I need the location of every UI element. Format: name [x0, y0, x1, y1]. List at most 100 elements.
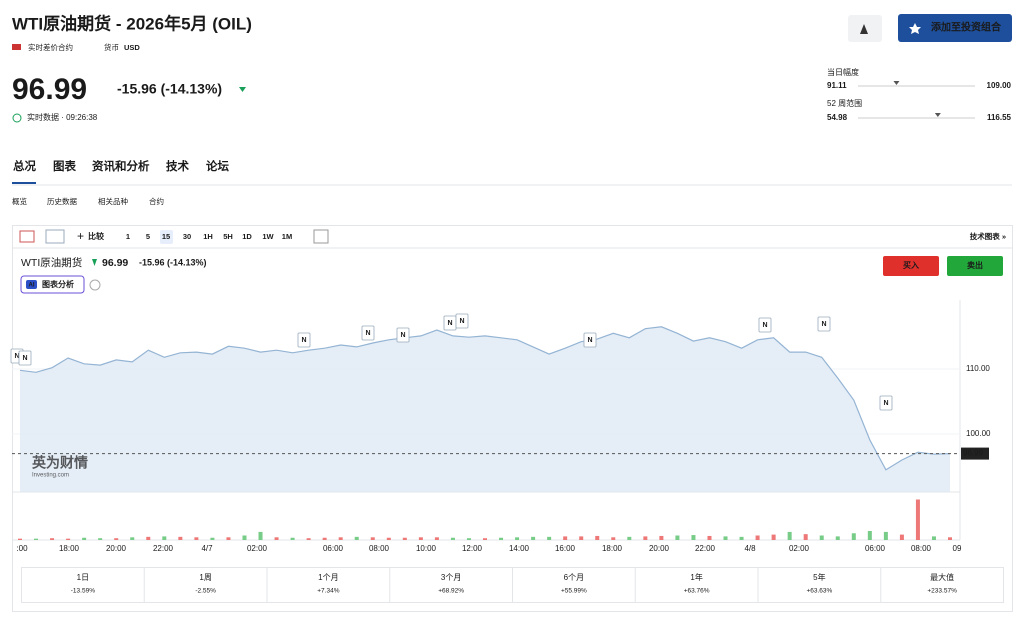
interval-button[interactable]: 1H: [203, 232, 213, 241]
x-tick-label: 09: [953, 544, 962, 553]
y-tick-label: 110.00: [966, 364, 990, 373]
x-tick-label: 22:00: [695, 544, 716, 553]
candle-icon[interactable]: [19, 230, 35, 243]
volume-bar: [675, 535, 680, 540]
performance-change: +63.76%: [684, 588, 710, 595]
news-marker[interactable]: [396, 327, 410, 343]
flag-icon: [12, 44, 21, 50]
tab[interactable]: 图表: [53, 159, 76, 173]
x-tick-label: 18:00: [602, 544, 623, 553]
contract-type: 实时差价合约: [28, 42, 73, 52]
news-marker[interactable]: [18, 350, 32, 366]
performance-change: +63.63%: [806, 588, 832, 595]
interval-button[interactable]: 1M: [282, 232, 292, 241]
volume-bar: [563, 536, 568, 540]
price-line: [19, 326, 951, 471]
volume-bar: [659, 535, 664, 540]
chart-title: WTI原油期货: [21, 256, 82, 269]
ai-button[interactable]: [20, 275, 85, 294]
performance-change: +7.34%: [317, 588, 339, 595]
x-tick-label: 12:00: [462, 544, 483, 553]
subtab[interactable]: 合约: [149, 196, 164, 206]
volume-bar: [418, 537, 423, 540]
news-marker[interactable]: [361, 325, 375, 341]
interval-button[interactable]: 1D: [242, 232, 252, 241]
volume-bar: [146, 536, 151, 540]
ai-badge-text: AI: [29, 283, 35, 289]
news-marker[interactable]: [297, 332, 311, 348]
interval-button[interactable]: 1: [126, 232, 130, 241]
last-price-label: 96.99: [963, 449, 984, 458]
currency-label: 货币: [104, 42, 119, 52]
interval-button[interactable]: 5: [146, 232, 150, 241]
bell-icon: [860, 24, 868, 34]
volume-bar: [915, 499, 920, 540]
news-marker-label: N: [400, 332, 405, 339]
volume-bar: [354, 536, 359, 540]
watermark: 英为财情: [31, 455, 88, 471]
chart-change: -15.96 (-14.13%): [139, 257, 207, 267]
news-marker[interactable]: [879, 395, 893, 411]
volume-bar: [402, 537, 407, 540]
tab[interactable]: 资讯和分析: [92, 159, 150, 173]
volume-bar: [162, 536, 167, 540]
x-tick-label: 18:00: [59, 544, 80, 553]
interval-button[interactable]: 15: [162, 232, 170, 241]
volume-bar: [66, 538, 71, 540]
clock-icon: [12, 113, 22, 123]
performance-period: 5年: [813, 572, 825, 582]
subtab[interactable]: 相关品种: [98, 196, 128, 206]
volume-bar: [803, 534, 808, 540]
range-marker: [934, 113, 941, 117]
volume-bar: [739, 536, 744, 540]
subtab[interactable]: 历史数据: [47, 196, 77, 206]
news-marker-label: N: [587, 337, 592, 344]
interval-button[interactable]: 1W: [262, 232, 274, 241]
currency: USD: [124, 43, 140, 52]
volume-bar: [210, 537, 215, 540]
performance-change: -13.59%: [71, 588, 95, 595]
interval-button[interactable]: 30: [183, 232, 191, 241]
price: 96.99: [12, 73, 87, 106]
news-marker[interactable]: [817, 316, 831, 332]
news-marker[interactable]: [455, 313, 469, 329]
compare-button[interactable]: 比较: [88, 231, 104, 241]
tab[interactable]: 总况: [13, 159, 36, 173]
buy-label: 买入: [903, 261, 919, 270]
down-arrow: [92, 259, 97, 266]
volume-bar: [226, 537, 231, 540]
subtab[interactable]: 概览: [12, 196, 27, 206]
y-tick-label: 100.00: [966, 429, 991, 438]
x-tick-label: 02:00: [789, 544, 810, 553]
range-low: 54.98: [827, 113, 848, 122]
interval-active: [160, 230, 173, 244]
portfolio-button[interactable]: [898, 14, 1012, 42]
x-tick-label: 4/7: [201, 544, 213, 553]
plus-icon: +: [77, 229, 84, 243]
performance-change: +233.57%: [927, 588, 957, 595]
tab[interactable]: 技术: [166, 159, 189, 173]
volume-bar: [515, 537, 520, 540]
calendar-icon[interactable]: [313, 229, 329, 244]
volume-bar: [370, 537, 375, 540]
interval-button[interactable]: 5H: [223, 232, 233, 241]
x-tick-label: 08:00: [369, 544, 390, 553]
news-marker[interactable]: [758, 317, 772, 333]
volume-bar: [178, 536, 183, 540]
chart-type-icon[interactable]: [45, 229, 65, 244]
range-label: 当日幅度: [827, 67, 859, 77]
x-tick-label: 20:00: [649, 544, 670, 553]
volume-bar: [531, 536, 536, 540]
volume-bar: [194, 537, 199, 540]
news-marker-label: N: [883, 400, 888, 407]
tab[interactable]: 论坛: [206, 159, 229, 173]
tech-chart-link[interactable]: 技术图表 »: [970, 231, 1006, 241]
buy-button[interactable]: [883, 256, 939, 276]
ai-label: 图表分析: [42, 279, 74, 289]
news-marker[interactable]: [583, 332, 597, 348]
sell-button[interactable]: [947, 256, 1003, 276]
price-change: -15.96 (-14.13%): [117, 81, 222, 97]
news-marker-label: N: [301, 337, 306, 344]
volume-bar: [723, 536, 728, 540]
